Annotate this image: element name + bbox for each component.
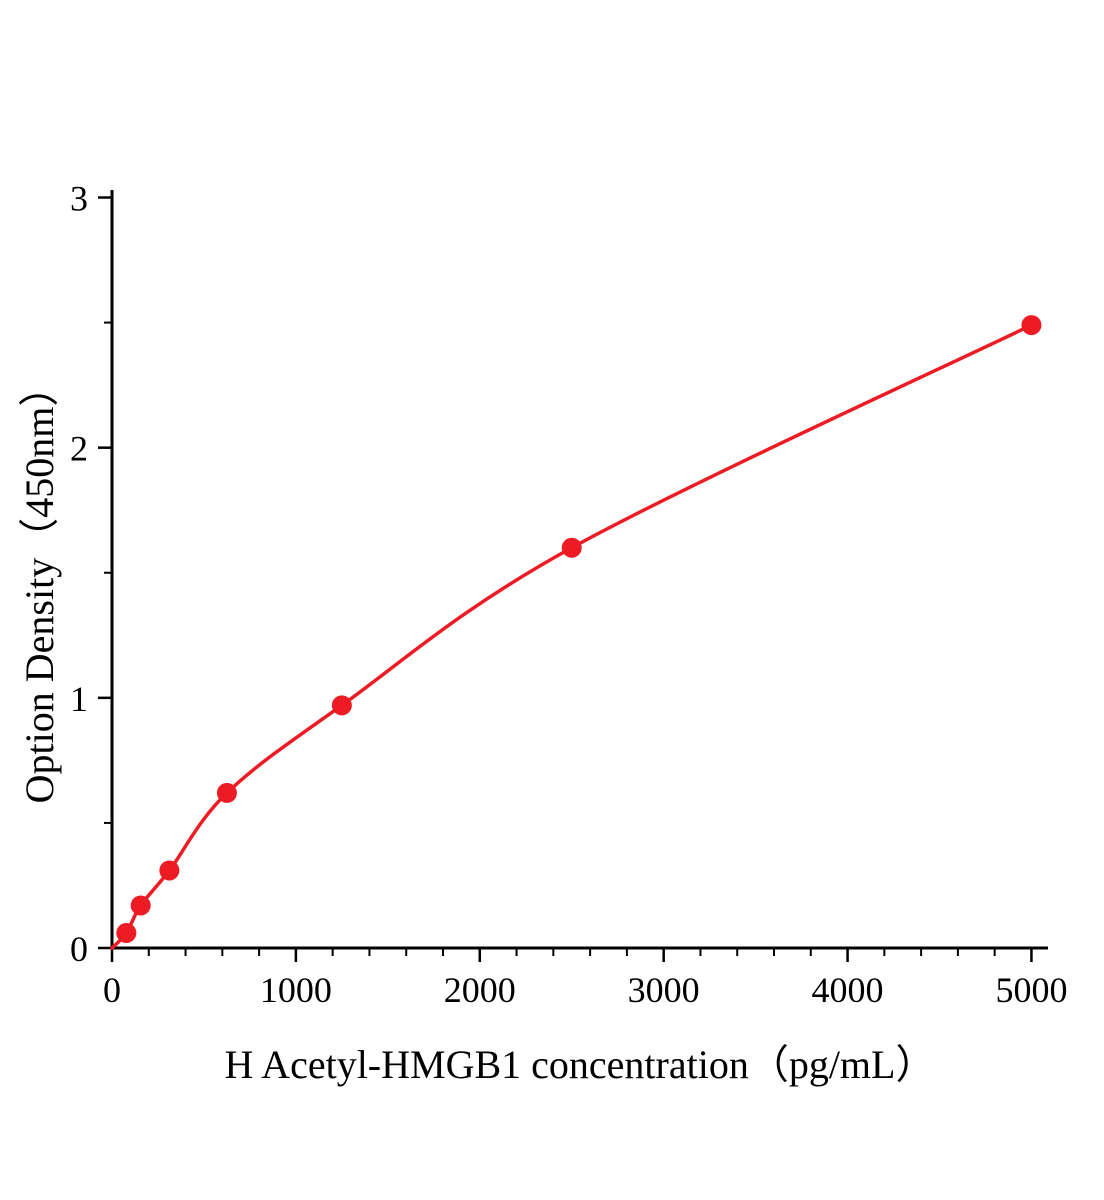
x-tick-label: 5000: [995, 970, 1067, 1010]
data-point-marker: [116, 922, 137, 943]
x-tick-label: 4000: [812, 970, 884, 1010]
y-axis-title: Option Density（450nm）: [17, 366, 62, 804]
y-tick-label: 3: [70, 179, 88, 219]
y-tick-label: 1: [70, 679, 88, 719]
data-point-marker: [216, 782, 237, 803]
y-tick-label: 0: [70, 929, 88, 969]
data-point-marker: [159, 860, 180, 881]
x-tick-label: 3000: [628, 970, 700, 1010]
data-point-marker: [561, 537, 582, 558]
standard-curve-line: [110, 323, 1034, 950]
x-tick-label: 1000: [260, 970, 332, 1010]
data-point-marker: [331, 695, 352, 716]
x-axis-title: H Acetyl-HMGB1 concentration（pg/mL）: [224, 1042, 936, 1087]
x-tick-label: 2000: [444, 970, 516, 1010]
data-point-marker: [130, 895, 151, 916]
x-tick-label: 0: [103, 970, 121, 1010]
data-point-marker: [1021, 315, 1042, 336]
y-tick-label: 2: [70, 429, 88, 469]
